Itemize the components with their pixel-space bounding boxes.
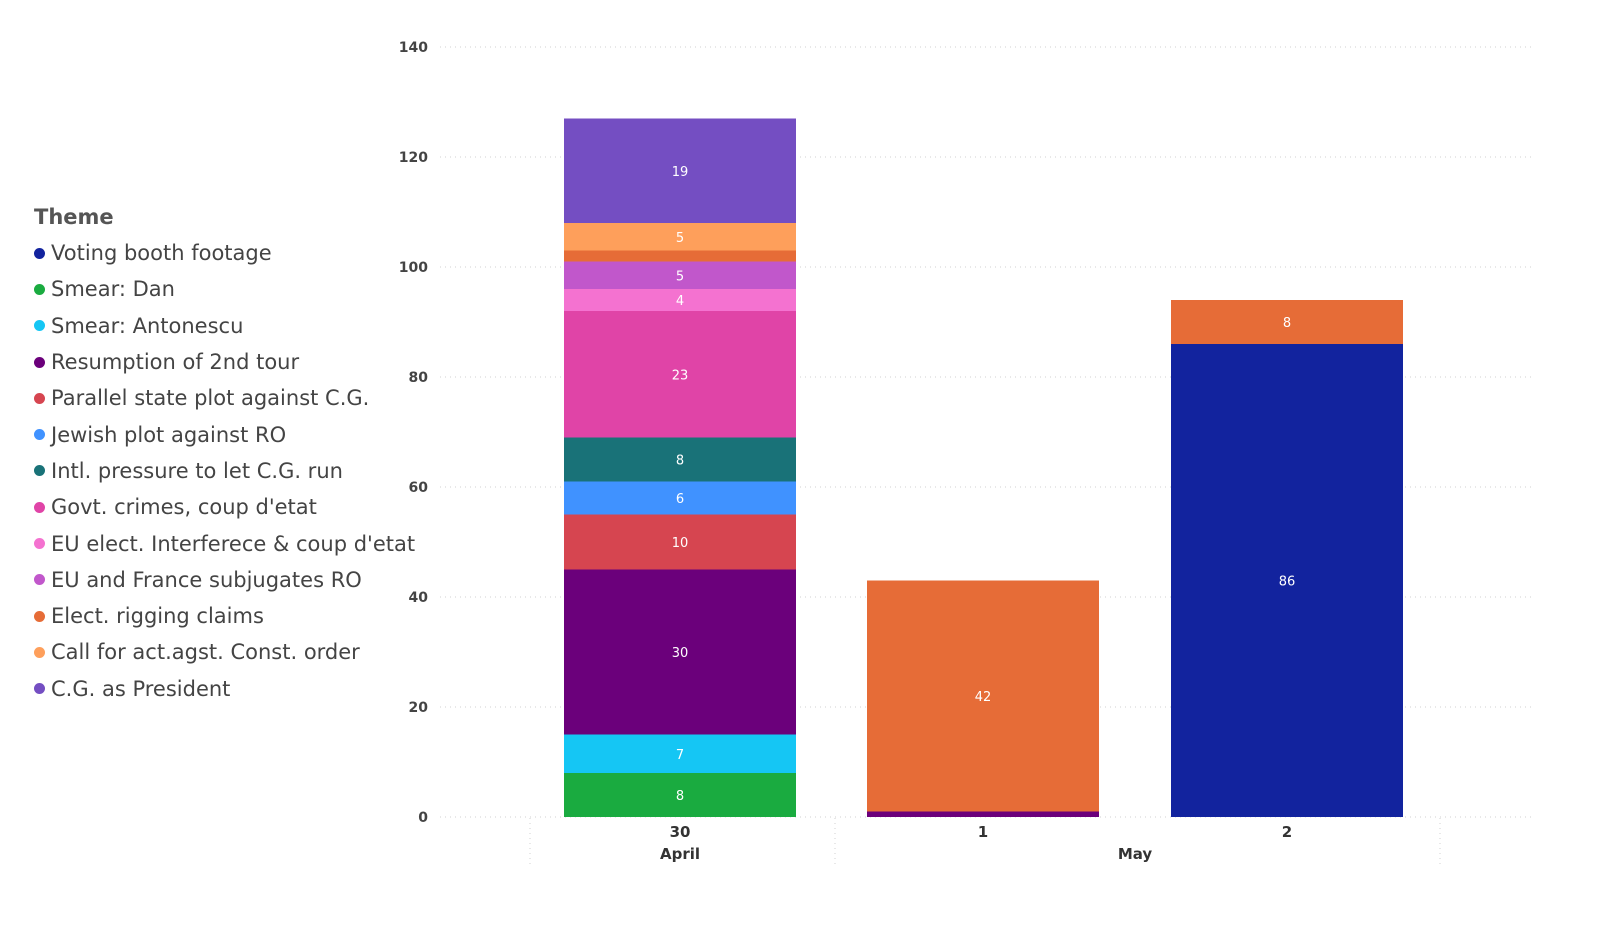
bar-segment bbox=[867, 811, 1099, 817]
legend-label: Call for act.agst. Const. order bbox=[51, 640, 360, 665]
legend-item[interactable]: Parallel state plot against C.G. bbox=[34, 380, 414, 416]
legend-item[interactable]: EU and France subjugates RO bbox=[34, 562, 414, 598]
data-label: 10 bbox=[672, 536, 689, 551]
legend-item[interactable]: Elect. rigging claims bbox=[34, 598, 414, 634]
bar-segment bbox=[564, 437, 796, 482]
bar-segment bbox=[564, 514, 796, 570]
chart-legend: Theme Voting booth footage Smear: Dan Smea… bbox=[34, 205, 416, 707]
legend-marker-icon bbox=[34, 538, 45, 550]
legend-marker-icon bbox=[34, 610, 45, 622]
legend-label: EU and France subjugates RO bbox=[51, 567, 362, 592]
x-group-label: April bbox=[660, 845, 700, 863]
bar-segment bbox=[1171, 300, 1403, 344]
y-tick-label: 20 bbox=[409, 700, 429, 716]
legend-label: Resumption of 2nd tour bbox=[51, 350, 300, 375]
legend-item[interactable]: Jewish plot against RO bbox=[34, 416, 414, 452]
legend-label: C.G. as President bbox=[51, 676, 231, 701]
x-tick-label: 2 bbox=[1282, 823, 1292, 841]
legend-label: Elect. rigging claims bbox=[51, 604, 264, 629]
data-label: 42 bbox=[975, 690, 992, 705]
y-tick-label: 40 bbox=[409, 590, 429, 606]
legend-item[interactable]: EU elect. Interferece & coup d'etat bbox=[34, 525, 416, 561]
bar-segment bbox=[564, 481, 796, 515]
legend-label: Parallel state plot against C.G. bbox=[51, 386, 370, 411]
bar-segment bbox=[564, 569, 796, 735]
data-label: 4 bbox=[676, 294, 684, 309]
bar-segment bbox=[867, 580, 1099, 812]
legend-marker-icon bbox=[34, 283, 45, 295]
legend-marker-icon bbox=[34, 320, 45, 332]
bar-segment bbox=[564, 773, 796, 817]
x-tick-label: 1 bbox=[978, 823, 988, 841]
legend-marker-icon bbox=[34, 247, 45, 259]
y-tick-label: 100 bbox=[399, 260, 428, 276]
data-label: 6 bbox=[676, 492, 684, 507]
x-tick-label: 30 bbox=[670, 823, 691, 841]
legend-item[interactable]: Smear: Dan bbox=[34, 271, 414, 307]
legend-label: EU elect. Interferece & coup d'etat bbox=[51, 531, 416, 556]
legend-label: Govt. crimes, coup d'etat bbox=[51, 495, 317, 520]
legend-label: Jewish plot against RO bbox=[51, 422, 287, 447]
bar-segment bbox=[1171, 344, 1403, 817]
bar-segment bbox=[564, 250, 796, 262]
legend-marker-icon bbox=[34, 356, 45, 368]
legend-title: Theme bbox=[34, 205, 114, 229]
legend-label: Voting booth footage bbox=[51, 241, 272, 266]
bar-segment bbox=[564, 261, 796, 289]
legend-items: Voting booth footage Smear: Dan Smear: Ant… bbox=[34, 235, 416, 707]
y-tick-label: 0 bbox=[418, 810, 428, 826]
legend-label: Smear: Dan bbox=[51, 277, 175, 302]
legend-label: Smear: Antonescu bbox=[51, 313, 244, 338]
legend-item[interactable]: Voting booth footage bbox=[34, 235, 414, 271]
legend-marker-icon bbox=[34, 429, 45, 441]
y-tick-label: 120 bbox=[399, 150, 428, 166]
legend-item[interactable]: Smear: Antonescu bbox=[34, 308, 414, 344]
data-label: 8 bbox=[676, 454, 684, 469]
bar-segment bbox=[564, 223, 796, 251]
legend-item[interactable]: Call for act.agst. Const. order bbox=[34, 634, 414, 670]
data-label: 8 bbox=[1283, 316, 1291, 331]
bar-segment bbox=[564, 118, 796, 223]
legend-marker-icon bbox=[34, 465, 45, 477]
data-label: 23 bbox=[672, 368, 689, 383]
legend-marker-icon bbox=[34, 683, 45, 695]
legend-item[interactable]: Resumption of 2nd tour bbox=[34, 344, 414, 380]
legend-item[interactable]: Intl. pressure to let C.G. run bbox=[34, 453, 414, 489]
data-label: 86 bbox=[1279, 575, 1296, 590]
data-label: 5 bbox=[676, 231, 684, 246]
data-label: 7 bbox=[676, 748, 684, 763]
data-label: 5 bbox=[676, 269, 684, 284]
data-label: 8 bbox=[676, 789, 684, 804]
bar-segment bbox=[564, 311, 796, 438]
y-tick-label: 60 bbox=[409, 480, 429, 496]
x-group-label: May bbox=[1118, 845, 1153, 863]
legend-marker-icon bbox=[34, 392, 45, 404]
y-tick-label: 140 bbox=[399, 40, 428, 56]
bar-segment bbox=[564, 734, 796, 773]
data-label: 19 bbox=[672, 165, 689, 180]
y-tick-label: 80 bbox=[409, 370, 429, 386]
legend-label: Intl. pressure to let C.G. run bbox=[51, 458, 343, 483]
legend-item[interactable]: Govt. crimes, coup d'etat bbox=[34, 489, 414, 525]
data-label: 30 bbox=[672, 646, 689, 661]
legend-marker-icon bbox=[34, 501, 45, 513]
legend-item[interactable]: C.G. as President bbox=[34, 671, 414, 707]
legend-marker-icon bbox=[34, 574, 45, 586]
legend-marker-icon bbox=[34, 646, 45, 658]
bar-segment bbox=[564, 289, 796, 311]
